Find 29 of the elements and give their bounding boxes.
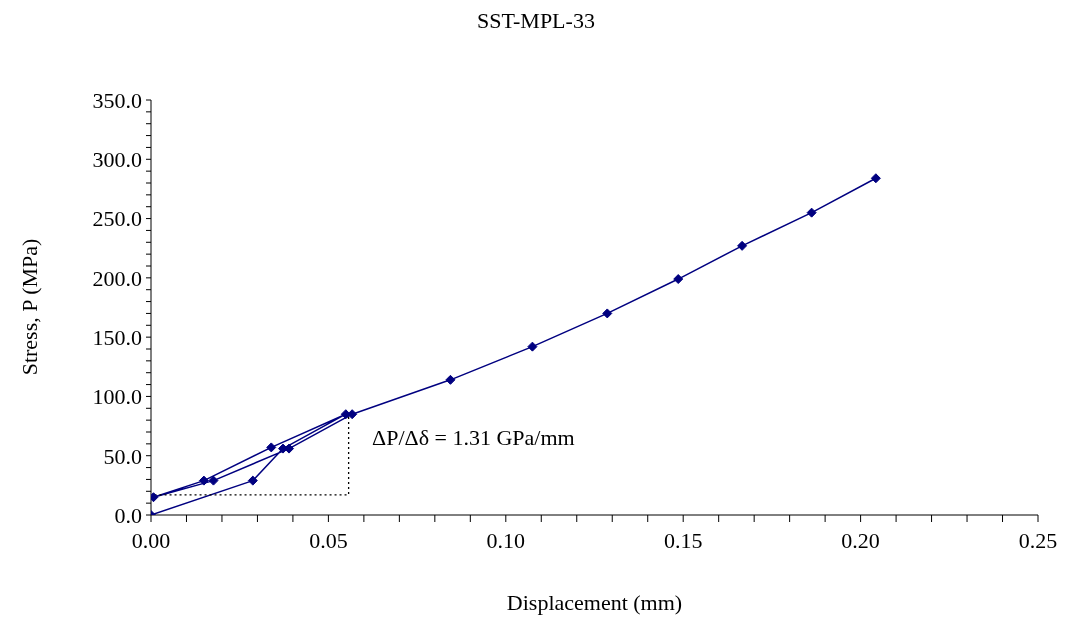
y-tick-label: 300.0 <box>92 147 142 173</box>
x-tick-label: 0.25 <box>1018 527 1058 553</box>
x-tick-label: 0.00 <box>131 527 171 553</box>
y-tick-label: 150.0 <box>92 324 142 350</box>
y-tick-label: 200.0 <box>92 265 142 291</box>
point <box>247 475 258 486</box>
x-tick-label: 0.05 <box>309 527 348 553</box>
point <box>527 341 538 352</box>
y-tick-label: 250.0 <box>92 206 142 232</box>
y-tick-label: 100.0 <box>92 384 142 410</box>
point <box>208 475 219 486</box>
annotation: ΔP/Δδ = 1.31 GPa/mm <box>372 425 575 451</box>
y-tick-label: 50.0 <box>103 443 142 469</box>
point <box>737 240 748 251</box>
x-tick-label: 0.20 <box>841 527 880 553</box>
point <box>870 173 881 184</box>
y-axis-title: Stress, P (MPa) <box>17 238 43 376</box>
y-tick-label: 350.0 <box>92 87 142 113</box>
x-tick-label: 0.10 <box>486 527 526 553</box>
point <box>198 475 209 486</box>
point <box>806 207 817 218</box>
y-tick-label: 0.0 <box>114 502 142 528</box>
x-axis-title: Displacement (mm) <box>505 590 684 616</box>
point <box>266 442 277 453</box>
x-tick-label: 0.15 <box>663 527 703 553</box>
point <box>602 308 613 319</box>
point <box>445 374 456 385</box>
chart-title: SST-MPL-33 <box>476 8 596 34</box>
point <box>673 274 684 285</box>
